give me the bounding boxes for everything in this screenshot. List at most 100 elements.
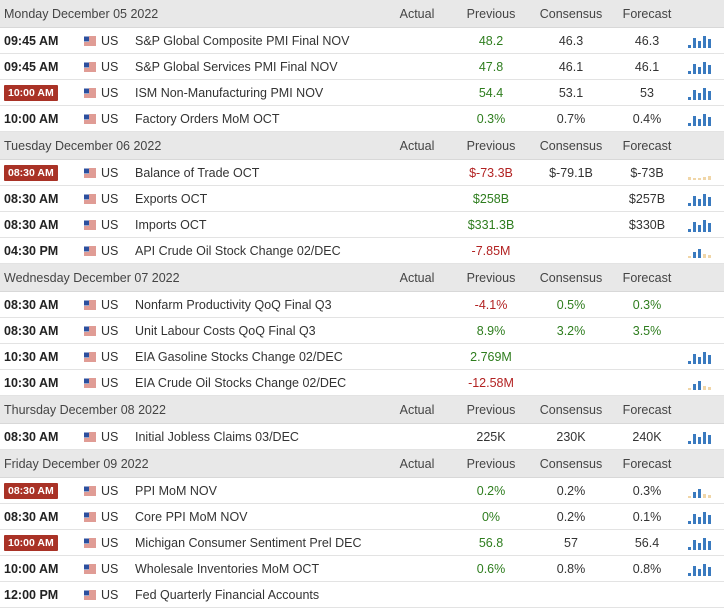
country-code: US (101, 217, 119, 232)
event-name-link[interactable]: EIA Crude Oil Stocks Change 02/DEC (135, 375, 347, 390)
event-name-link[interactable]: Wholesale Inventories MoM OCT (135, 561, 320, 576)
sparkline-chart-icon[interactable] (688, 34, 712, 48)
sparkline-chart-icon[interactable] (688, 218, 712, 232)
day-header: Monday December 05 2022 Actual Previous Con… (0, 0, 724, 28)
us-flag-icon (84, 512, 96, 521)
event-row[interactable]: 08:30 AM US Core PPI MoM NOV 0% 0.2% 0.1% (0, 504, 724, 530)
event-name-link[interactable]: S&P Global Services PMI Final NOV (135, 59, 338, 74)
event-row[interactable]: 08:30 AM US Imports OCT $331.3B $330B (0, 212, 724, 238)
event-time: 04:30 PM (4, 243, 59, 258)
country-code: US (101, 59, 119, 74)
event-name-link[interactable]: Fed Quarterly Financial Accounts (135, 587, 320, 602)
event-name-link[interactable]: Imports OCT (135, 217, 207, 232)
previous-value: -4.1% (474, 297, 508, 312)
us-flag-icon (84, 326, 96, 335)
country-code: US (101, 191, 119, 206)
sparkline-chart-icon[interactable] (688, 112, 712, 126)
event-row[interactable]: 04:30 PM US API Crude Oil Stock Change 02/… (0, 238, 724, 264)
country-code: US (101, 509, 119, 524)
column-consensus-header: Consensus (539, 6, 603, 21)
event-name-link[interactable]: ISM Non-Manufacturing PMI NOV (135, 85, 324, 100)
event-row[interactable]: 08:30 AM US Exports OCT $258B $257B (0, 186, 724, 212)
day-header: Thursday December 08 2022 Actual Previous C… (0, 396, 724, 424)
us-flag-icon (84, 168, 96, 177)
column-consensus-header: Consensus (539, 270, 603, 285)
event-time: 08:30 AM (4, 482, 58, 499)
event-row[interactable]: 08:30 AM US Nonfarm Productivity QoQ Final… (0, 292, 724, 318)
column-consensus-header: Consensus (539, 456, 603, 471)
forecast-value: 3.5% (632, 323, 662, 338)
us-flag-icon (84, 36, 96, 45)
event-name-link[interactable]: S&P Global Composite PMI Final NOV (135, 33, 350, 48)
sparkline-chart-icon[interactable] (688, 166, 712, 180)
country-code: US (101, 349, 119, 364)
country-code: US (101, 429, 119, 444)
us-flag-icon (84, 194, 96, 203)
event-row[interactable]: 09:45 AM US S&P Global Services PMI Final … (0, 54, 724, 80)
us-flag-icon (84, 88, 96, 97)
forecast-value: $257B (628, 191, 666, 206)
event-name-link[interactable]: PPI MoM NOV (135, 483, 217, 498)
event-name-link[interactable]: EIA Gasoline Stocks Change 02/DEC (135, 349, 343, 364)
event-name-link[interactable]: Exports OCT (135, 191, 208, 206)
event-row[interactable]: 09:45 AM US S&P Global Composite PMI Final… (0, 28, 724, 54)
sparkline-chart-icon[interactable] (688, 86, 712, 100)
event-row[interactable]: 08:30 AM US Initial Jobless Claims 03/DEC 2… (0, 424, 724, 450)
day-header: Wednesday December 07 2022 Actual Previous… (0, 264, 724, 292)
sparkline-chart-icon[interactable] (688, 60, 712, 74)
column-forecast-header: Forecast (622, 6, 672, 21)
consensus-value: 0.7% (556, 111, 586, 126)
sparkline-chart-icon[interactable] (688, 562, 712, 576)
event-time: 08:30 AM (4, 323, 59, 338)
event-row[interactable]: 08:30 AM US PPI MoM NOV 0.2% 0.2% 0.3% (0, 478, 724, 504)
event-time: 08:30 AM (4, 509, 59, 524)
sparkline-chart-icon[interactable] (688, 536, 712, 550)
event-name-link[interactable]: Nonfarm Productivity QoQ Final Q3 (135, 297, 332, 312)
event-name-link[interactable]: Core PPI MoM NOV (135, 509, 248, 524)
sparkline-chart-icon[interactable] (688, 510, 712, 524)
event-row[interactable]: 10:30 AM US EIA Gasoline Stocks Change 02/… (0, 344, 724, 370)
event-time: 09:45 AM (4, 59, 59, 74)
sparkline-chart-icon[interactable] (688, 244, 712, 258)
event-name-link[interactable]: Michigan Consumer Sentiment Prel DEC (135, 535, 362, 550)
column-actual-header: Actual (399, 456, 435, 471)
country-code: US (101, 243, 119, 258)
event-row[interactable]: 08:30 AM US Unit Labour Costs QoQ Final Q3… (0, 318, 724, 344)
forecast-value: 56.4 (634, 535, 660, 550)
sparkline-chart-icon[interactable] (688, 430, 712, 444)
event-time: 10:30 AM (4, 375, 59, 390)
country-code: US (101, 483, 119, 498)
event-row[interactable]: 10:00 AM US ISM Non-Manufacturing PMI NOV 5… (0, 80, 724, 106)
event-name-link[interactable]: Factory Orders MoM OCT (135, 111, 280, 126)
us-flag-icon (84, 220, 96, 229)
column-previous-header: Previous (466, 6, 516, 21)
event-time: 10:00 AM (4, 561, 59, 576)
event-row[interactable]: 12:00 PM US Fed Quarterly Financial Accoun… (0, 582, 724, 608)
sparkline-chart-icon[interactable] (688, 376, 712, 390)
day-header: Friday December 09 2022 Actual Previous Con… (0, 450, 724, 478)
sparkline-chart-icon[interactable] (688, 192, 712, 206)
event-row[interactable]: 10:30 AM US EIA Crude Oil Stocks Change 02… (0, 370, 724, 396)
previous-value: 0.2% (476, 483, 506, 498)
event-time: 09:45 AM (4, 33, 59, 48)
previous-value: 0.3% (476, 111, 506, 126)
event-time: 08:30 AM (4, 217, 59, 232)
column-actual-header: Actual (399, 6, 435, 21)
country-code: US (101, 561, 119, 576)
column-consensus-header: Consensus (539, 402, 603, 417)
event-name-link[interactable]: API Crude Oil Stock Change 02/DEC (135, 243, 341, 258)
event-row[interactable]: 10:00 AM US Michigan Consumer Sentiment Pr… (0, 530, 724, 556)
event-name-link[interactable]: Balance of Trade OCT (135, 165, 260, 180)
event-row[interactable]: 10:00 AM US Wholesale Inventories MoM OCT 0… (0, 556, 724, 582)
consensus-value: 0.8% (556, 561, 586, 576)
sparkline-chart-icon[interactable] (688, 484, 712, 498)
event-name-link[interactable]: Initial Jobless Claims 03/DEC (135, 429, 299, 444)
previous-value: -7.85M (471, 243, 511, 258)
event-row[interactable]: 10:00 AM US Factory Orders MoM OCT 0.3% 0.7%… (0, 106, 724, 132)
event-row[interactable]: 08:30 AM US Balance of Trade OCT $-73.3B $-7… (0, 160, 724, 186)
previous-value: 56.8 (478, 535, 504, 550)
event-name-link[interactable]: Unit Labour Costs QoQ Final Q3 (135, 323, 316, 338)
country-code: US (101, 323, 119, 338)
sparkline-chart-icon[interactable] (688, 350, 712, 364)
previous-value: 0% (481, 509, 501, 524)
